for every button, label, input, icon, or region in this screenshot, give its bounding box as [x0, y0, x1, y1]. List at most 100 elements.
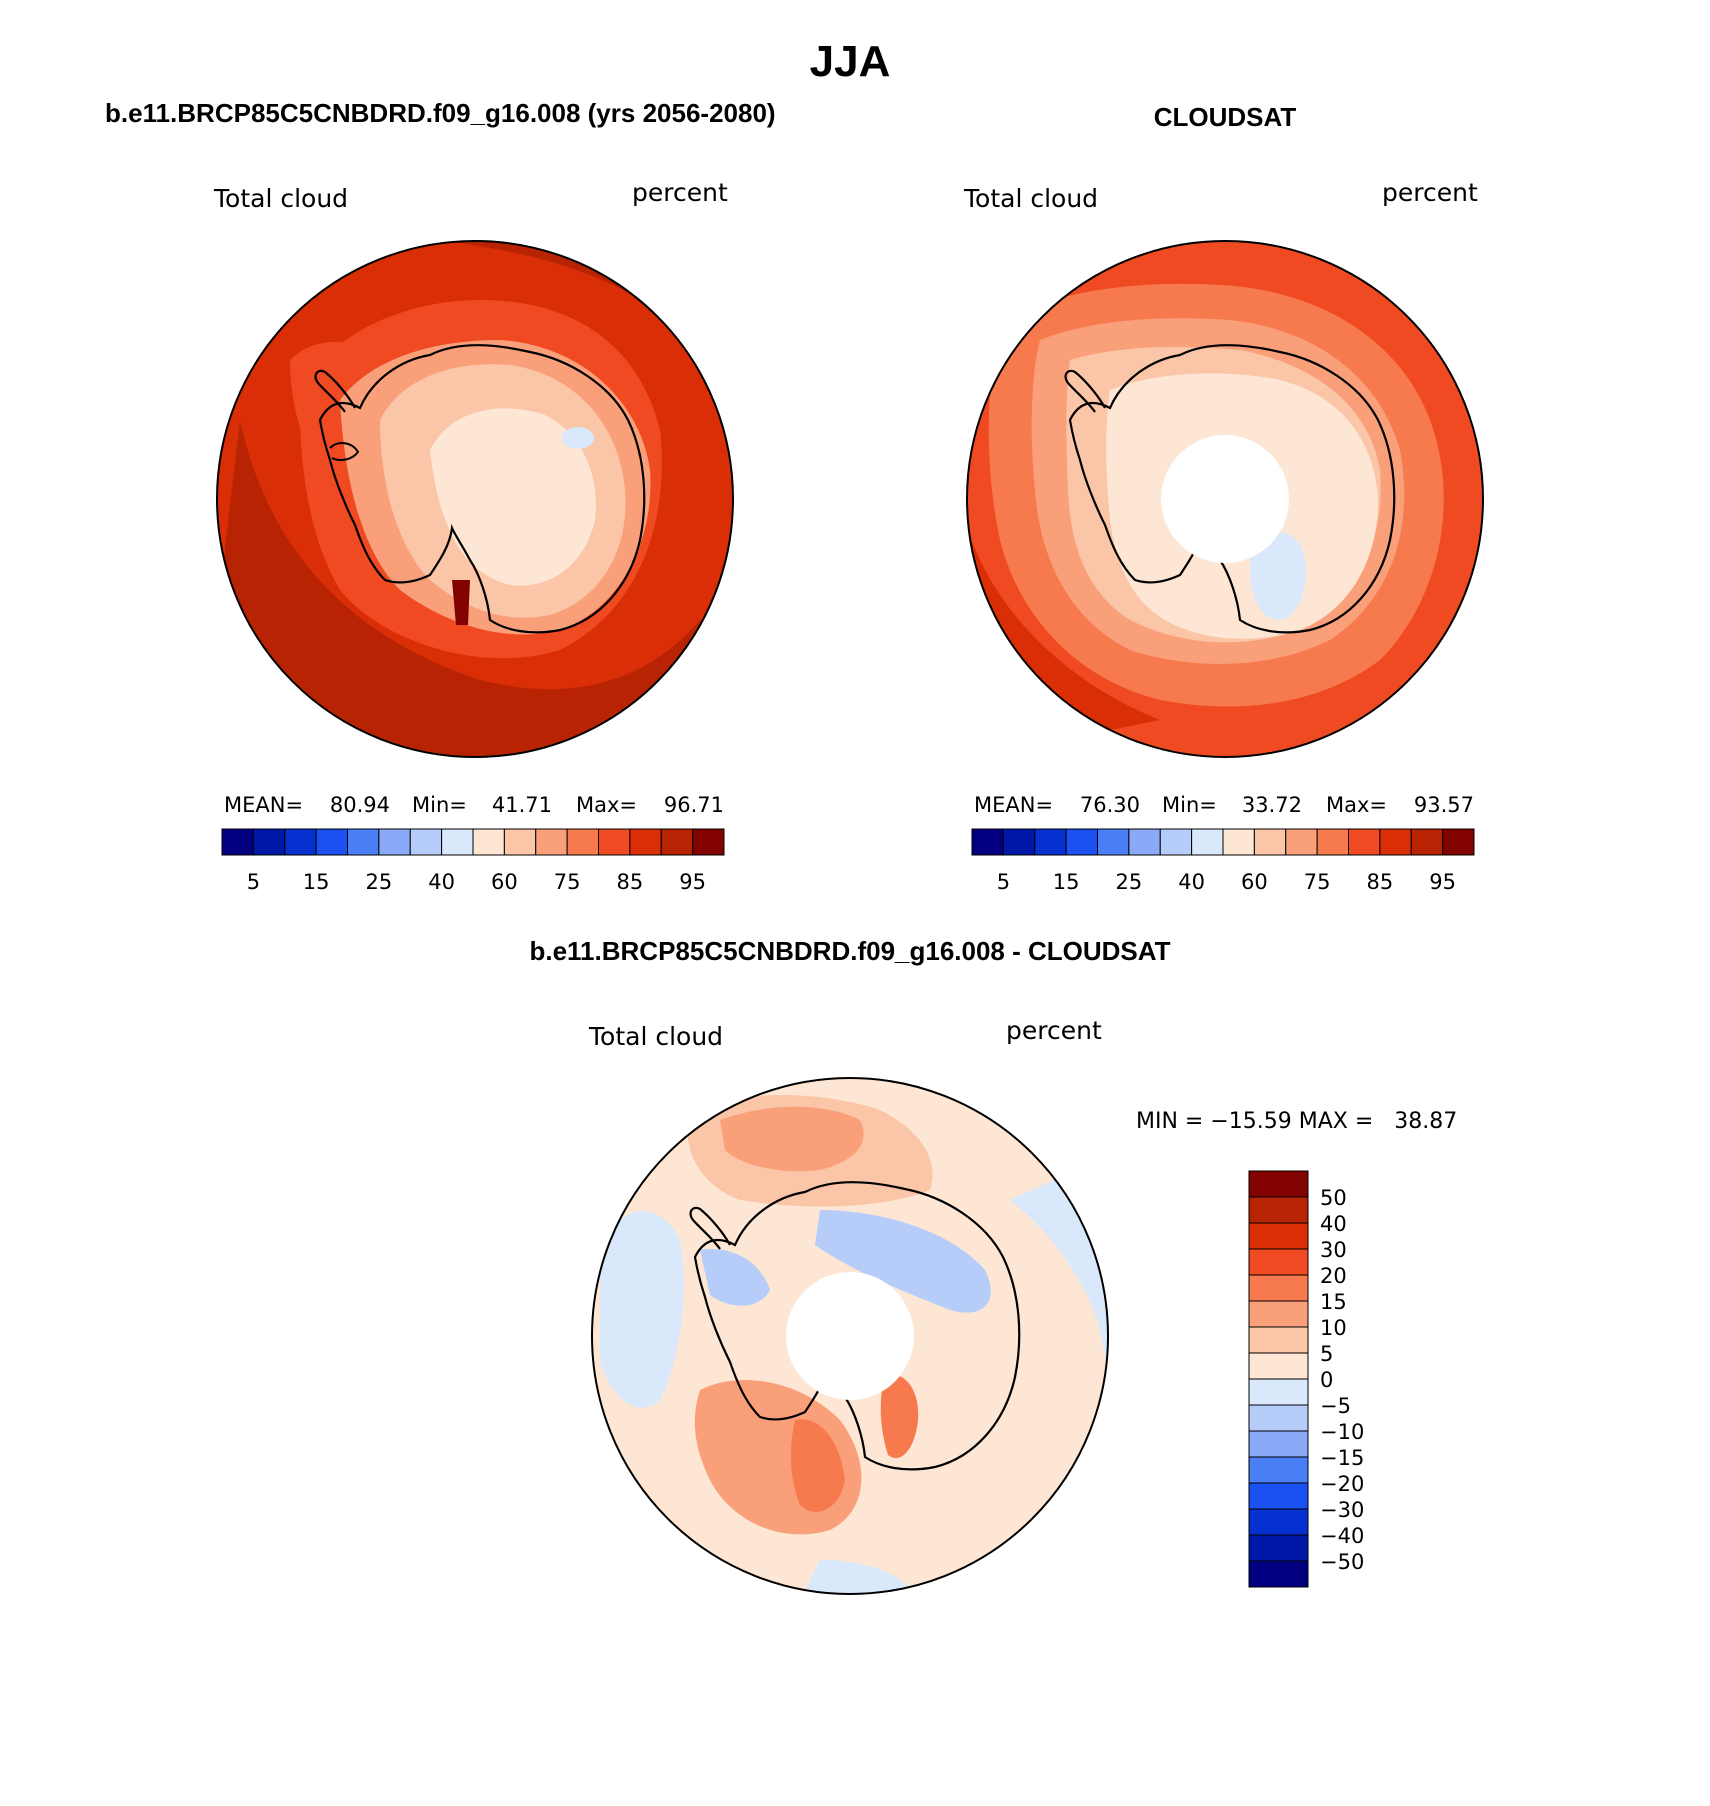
map-a-peninsula — [314, 369, 356, 413]
colorbar-diff-swatch-9 — [1248, 1326, 1309, 1354]
map-a-border — [216, 240, 734, 758]
panel-b-min-value: 33.72 — [1242, 793, 1302, 817]
colorbar-cloudsat-tick-label: 40 — [1178, 870, 1205, 894]
colorbar-cloudsat-swatch-5 — [1128, 828, 1161, 856]
colorbar-diff-tick-label: 15 — [1320, 1290, 1347, 1314]
colorbar-model-tick-label: 85 — [617, 870, 644, 894]
colorbar-diff-swatch-13 — [1248, 1222, 1309, 1250]
diff-units: percent — [1006, 1016, 1102, 1045]
colorbar-cloudsat-tick-label: 85 — [1367, 870, 1394, 894]
map-b-peninsula — [1064, 369, 1106, 413]
map-b-border — [966, 240, 1484, 758]
colorbar-diff-swatch-12 — [1248, 1248, 1309, 1276]
diff-minmax: MIN = −15.59 MAX = 38.87 — [1136, 1109, 1457, 1134]
colorbar-cloudsat-swatch-0 — [971, 828, 1004, 856]
panel-a-min-label: Min= — [412, 793, 467, 817]
colorbar-cloudsat-swatch-14 — [1410, 828, 1444, 856]
colorbar-diff-swatch-14 — [1248, 1196, 1309, 1224]
panel-b-max-value: 93.57 — [1414, 793, 1474, 817]
map-c-pos-north-core — [720, 1106, 864, 1172]
colorbar-cloudsat-swatch-3 — [1065, 828, 1098, 856]
map-c-border — [591, 1077, 1109, 1595]
colorbar-model-swatch-12 — [598, 828, 631, 856]
map-c-neg-pen — [700, 1249, 770, 1306]
map-c-neg-land — [815, 1210, 991, 1313]
colorbar-diff-tick-label: −20 — [1320, 1472, 1364, 1496]
panel-a-min-value: 41.71 — [492, 793, 552, 817]
colorbar-cloudsat-swatch-9 — [1253, 828, 1287, 856]
panel-a-heading: b.e11.BRCP85C5CNBDRD.f09_g16.008 (yrs 20… — [105, 98, 776, 128]
colorbar-diff-swatch-6 — [1248, 1404, 1309, 1432]
colorbar-cloudsat-swatch-13 — [1379, 828, 1412, 856]
panel-a-stats: MEAN= 80.94 Min= 41.71 Max= 96.71 — [224, 793, 724, 817]
colorbar-model-swatch-0 — [221, 828, 254, 856]
panel-a-mean-value: 80.94 — [330, 793, 390, 817]
colorbar-diff-tick-label: 5 — [1320, 1342, 1333, 1366]
colorbar-diff-tick-label: −30 — [1320, 1498, 1364, 1522]
colorbar-model-swatch-7 — [441, 828, 474, 856]
colorbar-cloudsat-swatch-11 — [1316, 828, 1349, 856]
map-b-coastline — [1068, 344, 1396, 634]
colorbar-diff-tick-label: −10 — [1320, 1420, 1364, 1444]
diff-variable: Total cloud — [588, 1022, 723, 1051]
panel-a-max-label: Max= — [576, 793, 637, 817]
colorbar-cloudsat-swatch-15 — [1442, 828, 1475, 856]
colorbar-diff-swatch-8 — [1248, 1352, 1309, 1380]
colorbar-diff-swatch-0 — [1248, 1560, 1309, 1588]
panel-b-variable: Total cloud — [963, 184, 1098, 213]
colorbar-diff-swatch-10 — [1248, 1300, 1309, 1328]
colorbar-cloudsat-tick-label: 95 — [1429, 870, 1456, 894]
colorbar-model-swatch-14 — [660, 828, 694, 856]
colorbar-diff-swatch-1 — [1248, 1534, 1309, 1562]
colorbar-model-swatch-1 — [252, 828, 286, 856]
colorbar-model-swatch-15 — [692, 828, 725, 856]
map-a-plateau — [430, 408, 596, 586]
map-a-dark-tongue — [452, 580, 470, 625]
colorbar-diff-tick-label: 50 — [1320, 1186, 1347, 1210]
colorbar-model-swatch-2 — [284, 828, 317, 856]
colorbar-cloudsat-tick-label: 75 — [1304, 870, 1331, 894]
panel-b-mean-value: 76.30 — [1080, 793, 1140, 817]
colorbar-cloudsat-swatch-12 — [1348, 828, 1381, 856]
colorbar-diff-tick-label: −5 — [1320, 1394, 1351, 1418]
colorbar-diff-tick-label: 0 — [1320, 1368, 1333, 1392]
colorbar-diff-tick-label: 40 — [1320, 1212, 1347, 1236]
panel-a-units: percent — [632, 178, 728, 207]
panel-b-units: percent — [1382, 178, 1478, 207]
map-a-ice-shelf-outline — [329, 442, 360, 461]
colorbar-diff-tick-label: 10 — [1320, 1316, 1347, 1340]
colorbar-diff-swatch-7 — [1248, 1378, 1309, 1406]
colorbar-model-tick-label: 25 — [366, 870, 393, 894]
colorbar-cloudsat-tick-label: 25 — [1116, 870, 1143, 894]
colorbar-cloudsat-tick-label: 15 — [1053, 870, 1080, 894]
colorbar-diff-tick-label: 30 — [1320, 1238, 1347, 1262]
colorbar-cloudsat-swatch-8 — [1222, 828, 1255, 856]
colorbar-diff-tick-label: −15 — [1320, 1446, 1364, 1470]
colorbar-diff-swatch-5 — [1248, 1430, 1309, 1458]
colorbar-model-swatch-3 — [315, 828, 348, 856]
colorbar-model-swatch-8 — [472, 828, 505, 856]
colorbar-model-tick-label: 5 — [247, 870, 260, 894]
panel-b-mean-label: MEAN= — [974, 793, 1053, 817]
colorbar-cloudsat-tick-label: 60 — [1241, 870, 1268, 894]
colorbar-model-tick-label: 40 — [428, 870, 455, 894]
colorbar-model-swatch-5 — [378, 828, 411, 856]
colorbar-model-swatch-10 — [535, 828, 568, 856]
map-model — [217, 241, 733, 757]
colorbar-diff-tick-label: −40 — [1320, 1524, 1364, 1548]
colorbar-model: 5 15 25 40 60 75 85 95 — [221, 828, 725, 894]
colorbar-model-tick-label: 95 — [679, 870, 706, 894]
colorbar-model-swatch-9 — [503, 828, 537, 856]
map-b-low-cloud — [1250, 531, 1306, 620]
colorbar-diff-swatch-11 — [1248, 1274, 1309, 1302]
colorbar-cloudsat-swatch-6 — [1159, 828, 1193, 856]
map-a-low-spot — [562, 427, 594, 449]
colorbar-model-swatch-6 — [409, 828, 443, 856]
map-a-coastline — [318, 344, 646, 634]
map-c-neg-west — [600, 1211, 684, 1408]
diff-heading: b.e11.BRCP85C5CNBDRD.f09_g16.008 - CLOUD… — [529, 936, 1170, 966]
colorbar-model-tick-label: 60 — [491, 870, 518, 894]
panel-b-stats: MEAN= 76.30 Min= 33.72 Max= 93.57 — [974, 793, 1474, 817]
colorbar-model-tick-label: 75 — [554, 870, 581, 894]
